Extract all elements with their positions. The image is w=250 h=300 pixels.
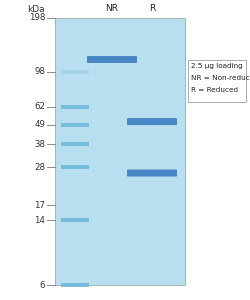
FancyBboxPatch shape [127,169,177,176]
Text: 98: 98 [34,67,45,76]
Text: 49: 49 [34,120,45,129]
Text: 6: 6 [40,280,45,290]
Bar [61,165,89,169]
Bar [61,105,89,109]
Text: 14: 14 [34,216,45,225]
Text: NR = Non-reduced: NR = Non-reduced [191,75,250,81]
Text: 38: 38 [34,140,45,148]
Text: 28: 28 [34,163,45,172]
Bar [55,18,185,285]
FancyBboxPatch shape [127,118,177,125]
Text: 2.5 μg loading: 2.5 μg loading [191,63,243,69]
Bar [61,142,89,146]
FancyBboxPatch shape [87,56,137,63]
Bar [61,70,89,74]
Bar [61,123,89,127]
Bar [188,60,246,102]
Bar [61,283,89,287]
Text: NR: NR [106,4,118,13]
Bar [61,218,89,222]
Text: R: R [149,4,155,13]
Text: R = Reduced: R = Reduced [191,87,238,93]
Text: 198: 198 [28,14,45,22]
Text: kDa: kDa [28,5,45,14]
Text: 62: 62 [34,102,45,111]
Text: 17: 17 [34,201,45,210]
